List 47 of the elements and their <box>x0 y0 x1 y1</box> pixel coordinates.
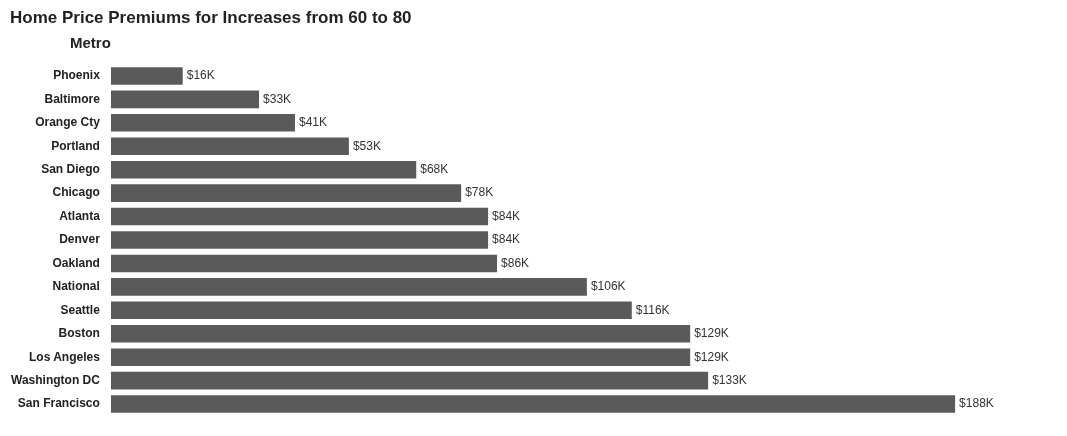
bar <box>110 348 691 366</box>
bar <box>110 184 462 202</box>
bar <box>110 207 489 226</box>
data-label: $33K <box>263 91 292 106</box>
bar <box>110 324 691 343</box>
data-label: $188K <box>959 396 994 411</box>
bar <box>110 90 260 109</box>
data-label: $116K <box>635 302 670 317</box>
y-tick-label: Baltimore <box>44 91 101 106</box>
data-label: $129K <box>694 326 729 341</box>
bar <box>110 278 587 296</box>
data-label: $129K <box>694 349 729 364</box>
y-tick-label: San Diego <box>41 161 100 176</box>
y-axis-title: Metro <box>70 34 112 53</box>
data-label: $86K <box>501 255 530 270</box>
bar <box>110 231 489 249</box>
y-tick-label: Seattle <box>60 302 101 317</box>
data-label: $78K <box>465 185 494 200</box>
data-label: $84K <box>492 208 521 223</box>
bar <box>110 371 709 390</box>
data-label: $106K <box>590 279 626 294</box>
bar <box>110 395 956 413</box>
data-label: $41K <box>298 115 328 130</box>
y-tick-label: Denver <box>59 232 101 247</box>
bar <box>110 137 349 156</box>
y-tick-label: Portland <box>51 138 100 153</box>
data-label: $53K <box>352 138 381 153</box>
y-tick-label: Orange Cty <box>35 115 101 130</box>
y-tick-label: Phoenix <box>53 68 101 83</box>
y-tick-label: Washington DC <box>11 372 101 387</box>
data-label: $16K <box>186 68 215 83</box>
bar <box>110 114 295 132</box>
y-tick-label: Los Angeles <box>28 349 101 364</box>
bar <box>110 67 183 85</box>
y-tick-label: Atlanta <box>59 208 101 223</box>
data-label: $84K <box>492 232 521 247</box>
bar <box>110 160 417 179</box>
bar <box>110 254 498 273</box>
y-tick-label: San Francisco <box>17 396 100 411</box>
chart-title: Home Price Premiums for Increases from 60 to 80 <box>10 8 413 29</box>
y-tick-label: National <box>52 279 100 294</box>
y-tick-label: Boston <box>58 326 100 341</box>
data-label: $133K <box>712 372 747 387</box>
data-label: $68K <box>420 161 449 176</box>
y-tick-label: Chicago <box>52 185 100 200</box>
y-tick-label: Oakland <box>52 255 100 270</box>
bar <box>110 301 632 320</box>
